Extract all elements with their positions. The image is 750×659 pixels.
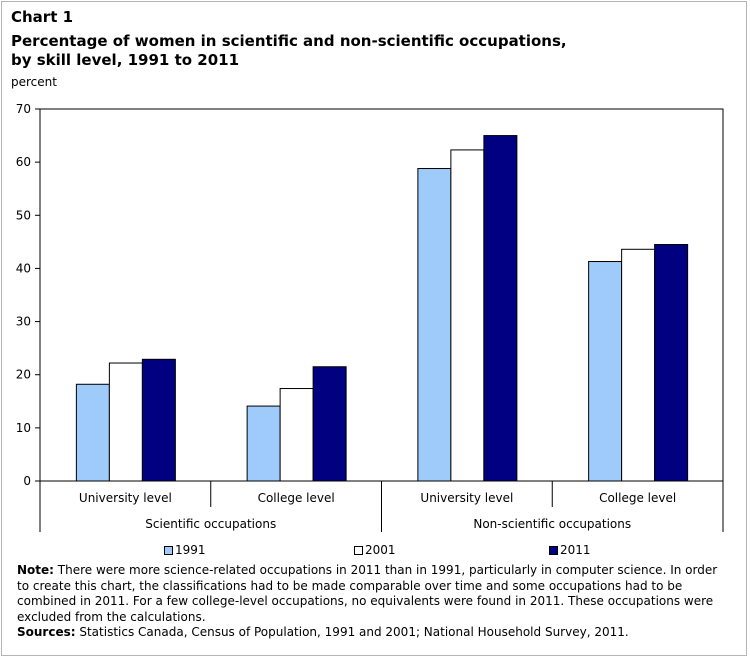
group-label: Scientific occupations [145,517,276,531]
chart-notes: Note: There were more science-related oc… [17,563,732,641]
bar-2001 [108,362,143,482]
bar-2011 [654,244,689,482]
y-tick-label: 30 [16,315,31,329]
sources-label: Sources: [17,625,76,639]
legend-swatch [354,545,363,555]
bar-1991 [588,261,623,482]
sources-text: Statistics Canada, Census of Population,… [75,625,629,639]
note-label: Note: [17,563,54,577]
legend-swatch [164,545,173,555]
category-label: College level [599,491,676,505]
y-tick-label: 50 [16,208,31,222]
bar-1991 [75,383,110,482]
note-paragraph: Note: There were more science-related oc… [17,563,732,625]
category-label: University level [79,491,172,505]
y-tick-label: 0 [23,474,31,488]
bar-2011 [483,135,518,482]
y-tick-label: 40 [16,261,31,275]
y-tick-label: 10 [16,421,31,435]
legend-swatch [549,545,558,555]
legend-label: 2001 [365,543,396,557]
category-label: University level [420,491,513,505]
legend-item-2001: 2001 [354,543,396,557]
chart-title: Percentage of women in scientific and no… [11,32,567,69]
bar-2011 [141,358,176,482]
y-tick-label: 60 [16,155,31,169]
legend-item-1991: 1991 [164,543,206,557]
chart-number: Chart 1 [11,8,74,26]
legend-label: 2011 [560,543,591,557]
group-label: Non-scientific occupations [473,517,631,531]
y-tick-label: 70 [16,102,31,116]
y-axis-unit-label: percent [11,75,57,89]
bar-1991 [417,168,452,482]
bar-2011 [312,366,347,482]
category-label: College level [258,491,335,505]
legend: 1991 2001 2011 [164,543,604,559]
bar-2001 [279,388,314,482]
bar-chart: 0 10 20 30 40 50 60 70 University level College l… [16,102,724,532]
y-tick-label: 20 [16,368,31,382]
note-text: There were more science-related occupati… [17,563,718,624]
legend-label: 1991 [175,543,206,557]
bar-1991 [246,405,281,482]
legend-item-2011: 2011 [549,543,591,557]
bar-2001 [621,248,656,482]
sources-paragraph: Sources: Statistics Canada, Census of Po… [17,625,732,641]
bar-2001 [450,149,485,482]
